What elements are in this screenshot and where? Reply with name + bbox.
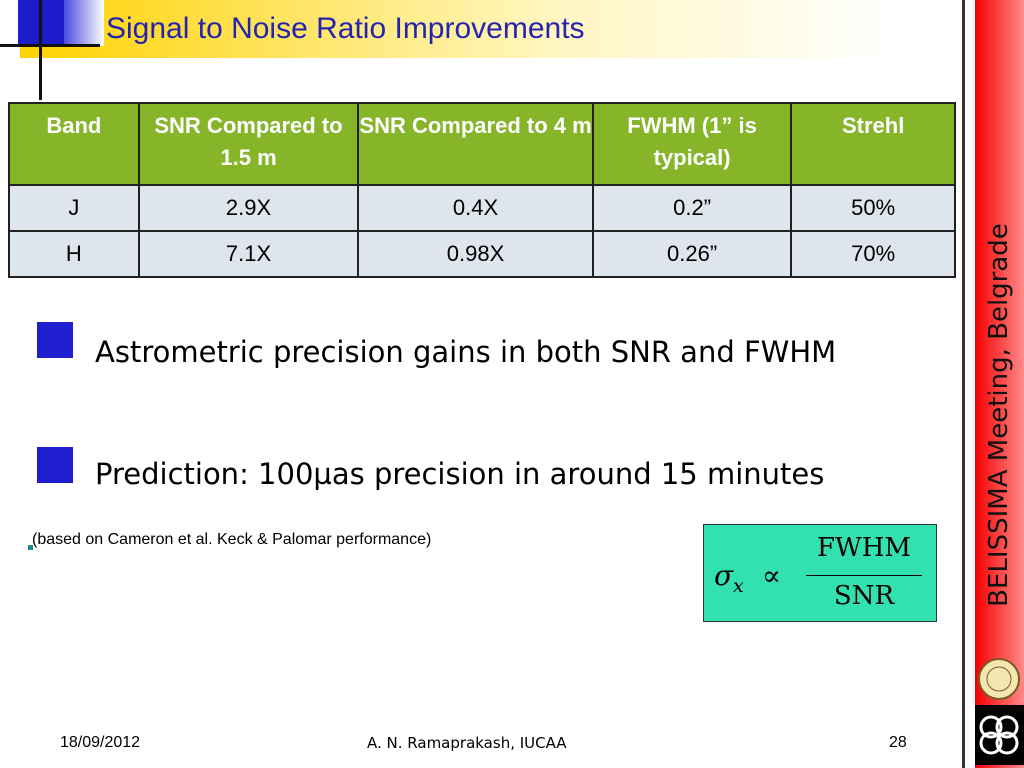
slide-title: Signal to Noise Ratio Improvements (106, 12, 585, 45)
footer-page: 28 (889, 734, 907, 751)
cell: 0.4X (357, 184, 594, 232)
cell: 0.26” (591, 230, 793, 278)
footer-author: A. N. Ramaprakash, IUCAA (367, 734, 567, 752)
bullet-icon (37, 322, 73, 358)
row: H 7.1X 0.98X 0.26” 70% (8, 230, 956, 278)
formula-numerator: FWHM (816, 533, 912, 563)
formula-box: σ x ∝ FWHM SNR (703, 524, 937, 622)
bullet-icon (37, 447, 73, 483)
row: J 2.9X 0.4X 0.2” 50% (8, 184, 956, 232)
bullet: Astrometric precision gains in both SNR … (95, 335, 837, 369)
formula-denominator: SNR (833, 581, 895, 611)
header-row: Band SNR Compared to 1.5 m SNR Compared to… (8, 102, 956, 186)
note: (based on Cameron et al. Keck & Palomar … (32, 531, 432, 548)
cell: 50% (790, 184, 956, 232)
title-bar (20, 0, 900, 58)
formula-subscript: x (733, 575, 744, 597)
decor (962, 0, 965, 768)
header-cell: Strehl (790, 102, 956, 186)
cell: 0.2” (591, 184, 793, 232)
sidebar-text: BELISSIMA Meeting, Belgrade (984, 223, 1014, 607)
logos (975, 658, 1024, 765)
cell: 0.98X (357, 230, 594, 278)
footer-date: 18/09/2012 (60, 734, 141, 751)
decor (39, 0, 42, 100)
decor (0, 44, 100, 47)
bullet-icon (28, 545, 33, 550)
table: Band SNR Compared to 1.5 m SNR Compared to… (8, 102, 956, 278)
cell: J (8, 184, 140, 232)
header-cell: FWHM (1” is typical) (591, 102, 793, 186)
cell: H (8, 230, 140, 278)
fraction-bar (806, 575, 922, 576)
header-cell: SNR Compared to 1.5 m (137, 102, 360, 186)
bullet: Prediction: 100µas precision in around 1… (95, 457, 825, 491)
header-cell: SNR Compared to 4 m (357, 102, 594, 186)
cell: 70% (790, 230, 956, 278)
cell: 2.9X (137, 184, 360, 232)
header-cell: Band (8, 102, 140, 186)
sidebar (975, 0, 1024, 768)
cell: 7.1X (137, 230, 360, 278)
formula-relation: ∝ (762, 559, 781, 592)
decor (64, 0, 104, 46)
formula-symbol: σ (714, 559, 734, 592)
